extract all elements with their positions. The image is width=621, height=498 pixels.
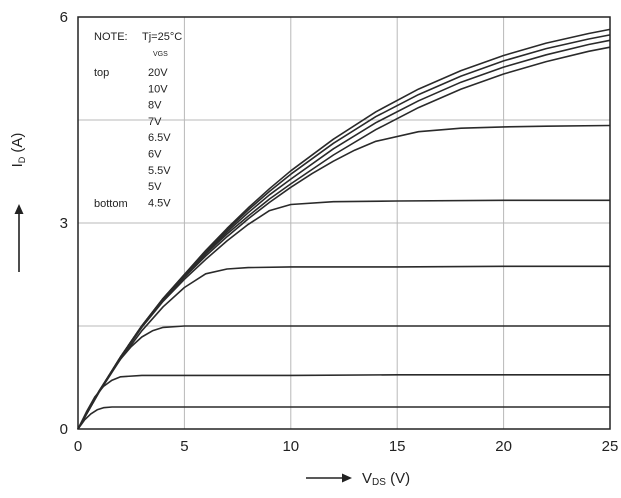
y-axis-title-unit: (A) — [9, 133, 26, 157]
series-line — [77, 265, 610, 430]
y-tick-label: 0 — [60, 421, 68, 438]
series-line — [77, 406, 610, 430]
note-top-label: top — [94, 67, 109, 79]
y-axis-title-main: I — [9, 163, 26, 167]
x-axis-title-sub: DS — [372, 477, 386, 488]
note-temperature: Tj=25°C — [142, 31, 182, 43]
legend-entry: 5.5V — [148, 165, 171, 177]
legend-entry: 8V — [148, 100, 162, 112]
x-tick-label: 10 — [282, 438, 299, 455]
x-tick-label: 20 — [495, 438, 512, 455]
legend-entry: 4.5V — [148, 197, 171, 209]
note-label: NOTE: — [94, 31, 128, 43]
y-axis-title: ID (A) — [9, 133, 27, 168]
series-line — [77, 39, 611, 430]
x-tick-label: 0 — [74, 438, 82, 455]
y-axis-arrow — [14, 204, 24, 272]
y-axis-title-sub: D — [17, 156, 27, 163]
x-axis-title-main: V — [362, 470, 372, 487]
x-axis-title: VDS (V) — [362, 470, 410, 488]
svg-text:ID (A): ID (A) — [9, 133, 27, 168]
series-line — [77, 199, 610, 430]
series-line — [77, 325, 610, 430]
x-tick-label: 5 — [180, 438, 188, 455]
x-axis-arrow — [306, 473, 352, 483]
curve-layer — [77, 28, 611, 430]
x-axis-title-unit: (V) — [386, 470, 410, 487]
plot-frame — [77, 16, 611, 430]
series-line — [77, 374, 610, 430]
note-bottom-label: bottom — [94, 198, 128, 210]
legend-entry: 20V — [148, 67, 168, 79]
tick-label-layer: 0 5 10 15 20 25 0 3 6 — [60, 9, 619, 455]
legend-entry: 6.5V — [148, 132, 171, 144]
legend-entry: 10V — [148, 83, 168, 95]
legend-entry: 6V — [148, 149, 162, 161]
note-block: NOTE: Tj=25°C VGS top bottom 20V 10V 8V 7V 6… — [94, 31, 182, 210]
note-vgs-header: VGS — [153, 51, 168, 58]
legend-entry: 5V — [148, 181, 162, 193]
legend-entry: 7V — [148, 116, 162, 128]
legend-entries: 20V 10V 8V 7V 6.5V 6V 5.5V 5V 4.5V — [148, 67, 171, 209]
x-tick-label: 15 — [389, 438, 406, 455]
y-tick-label: 3 — [60, 215, 68, 232]
y-tick-label: 6 — [60, 9, 68, 26]
x-tick-label: 25 — [602, 438, 619, 455]
